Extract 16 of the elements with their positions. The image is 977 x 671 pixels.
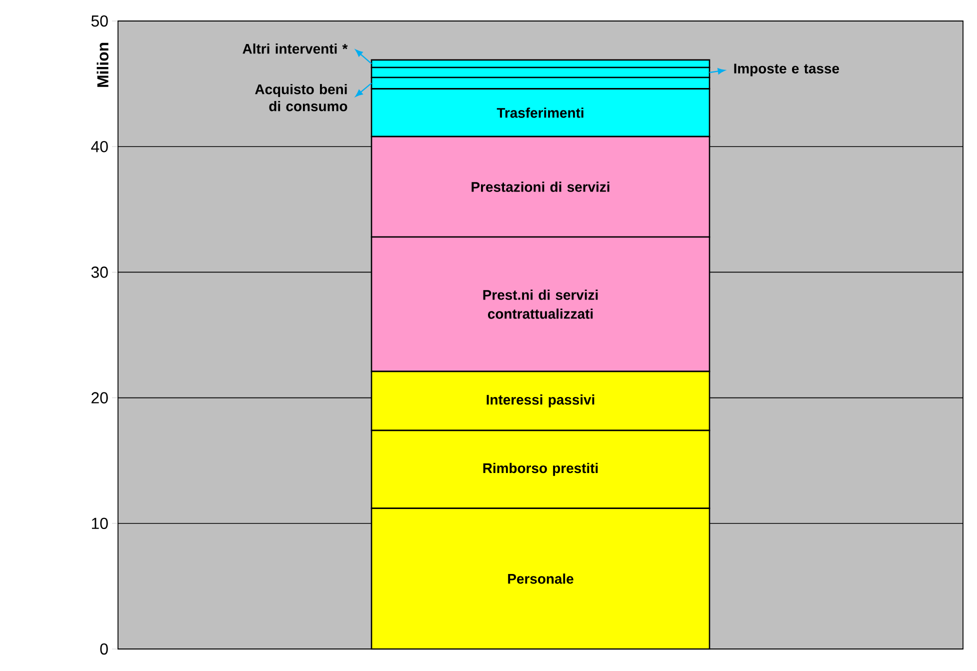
y-tick-label: 40 xyxy=(91,140,108,152)
series-label: Personale xyxy=(508,574,574,584)
y-tick-label: 50 xyxy=(91,15,108,27)
y-axis-title: Milion xyxy=(96,42,108,87)
y-tick-label: 30 xyxy=(91,266,108,278)
series-label: Rimborso prestiti xyxy=(483,462,598,476)
series-label: Acquisto beni di consumo xyxy=(255,84,348,112)
series-label: Imposte e tasse xyxy=(734,64,840,76)
series-label: Altri interventi * xyxy=(242,44,348,54)
y-tick-label: 10 xyxy=(92,518,108,530)
y-tick-label: 0 xyxy=(100,643,108,655)
series-label: Prest.ni di servizi contrattualizzati xyxy=(483,290,598,319)
series-label: Prestazioni di servizi xyxy=(472,182,610,192)
y-tick-label: 20 xyxy=(92,392,108,404)
series-label: Trasferimenti xyxy=(496,108,584,118)
series-label: Interessi passivi xyxy=(486,394,594,408)
